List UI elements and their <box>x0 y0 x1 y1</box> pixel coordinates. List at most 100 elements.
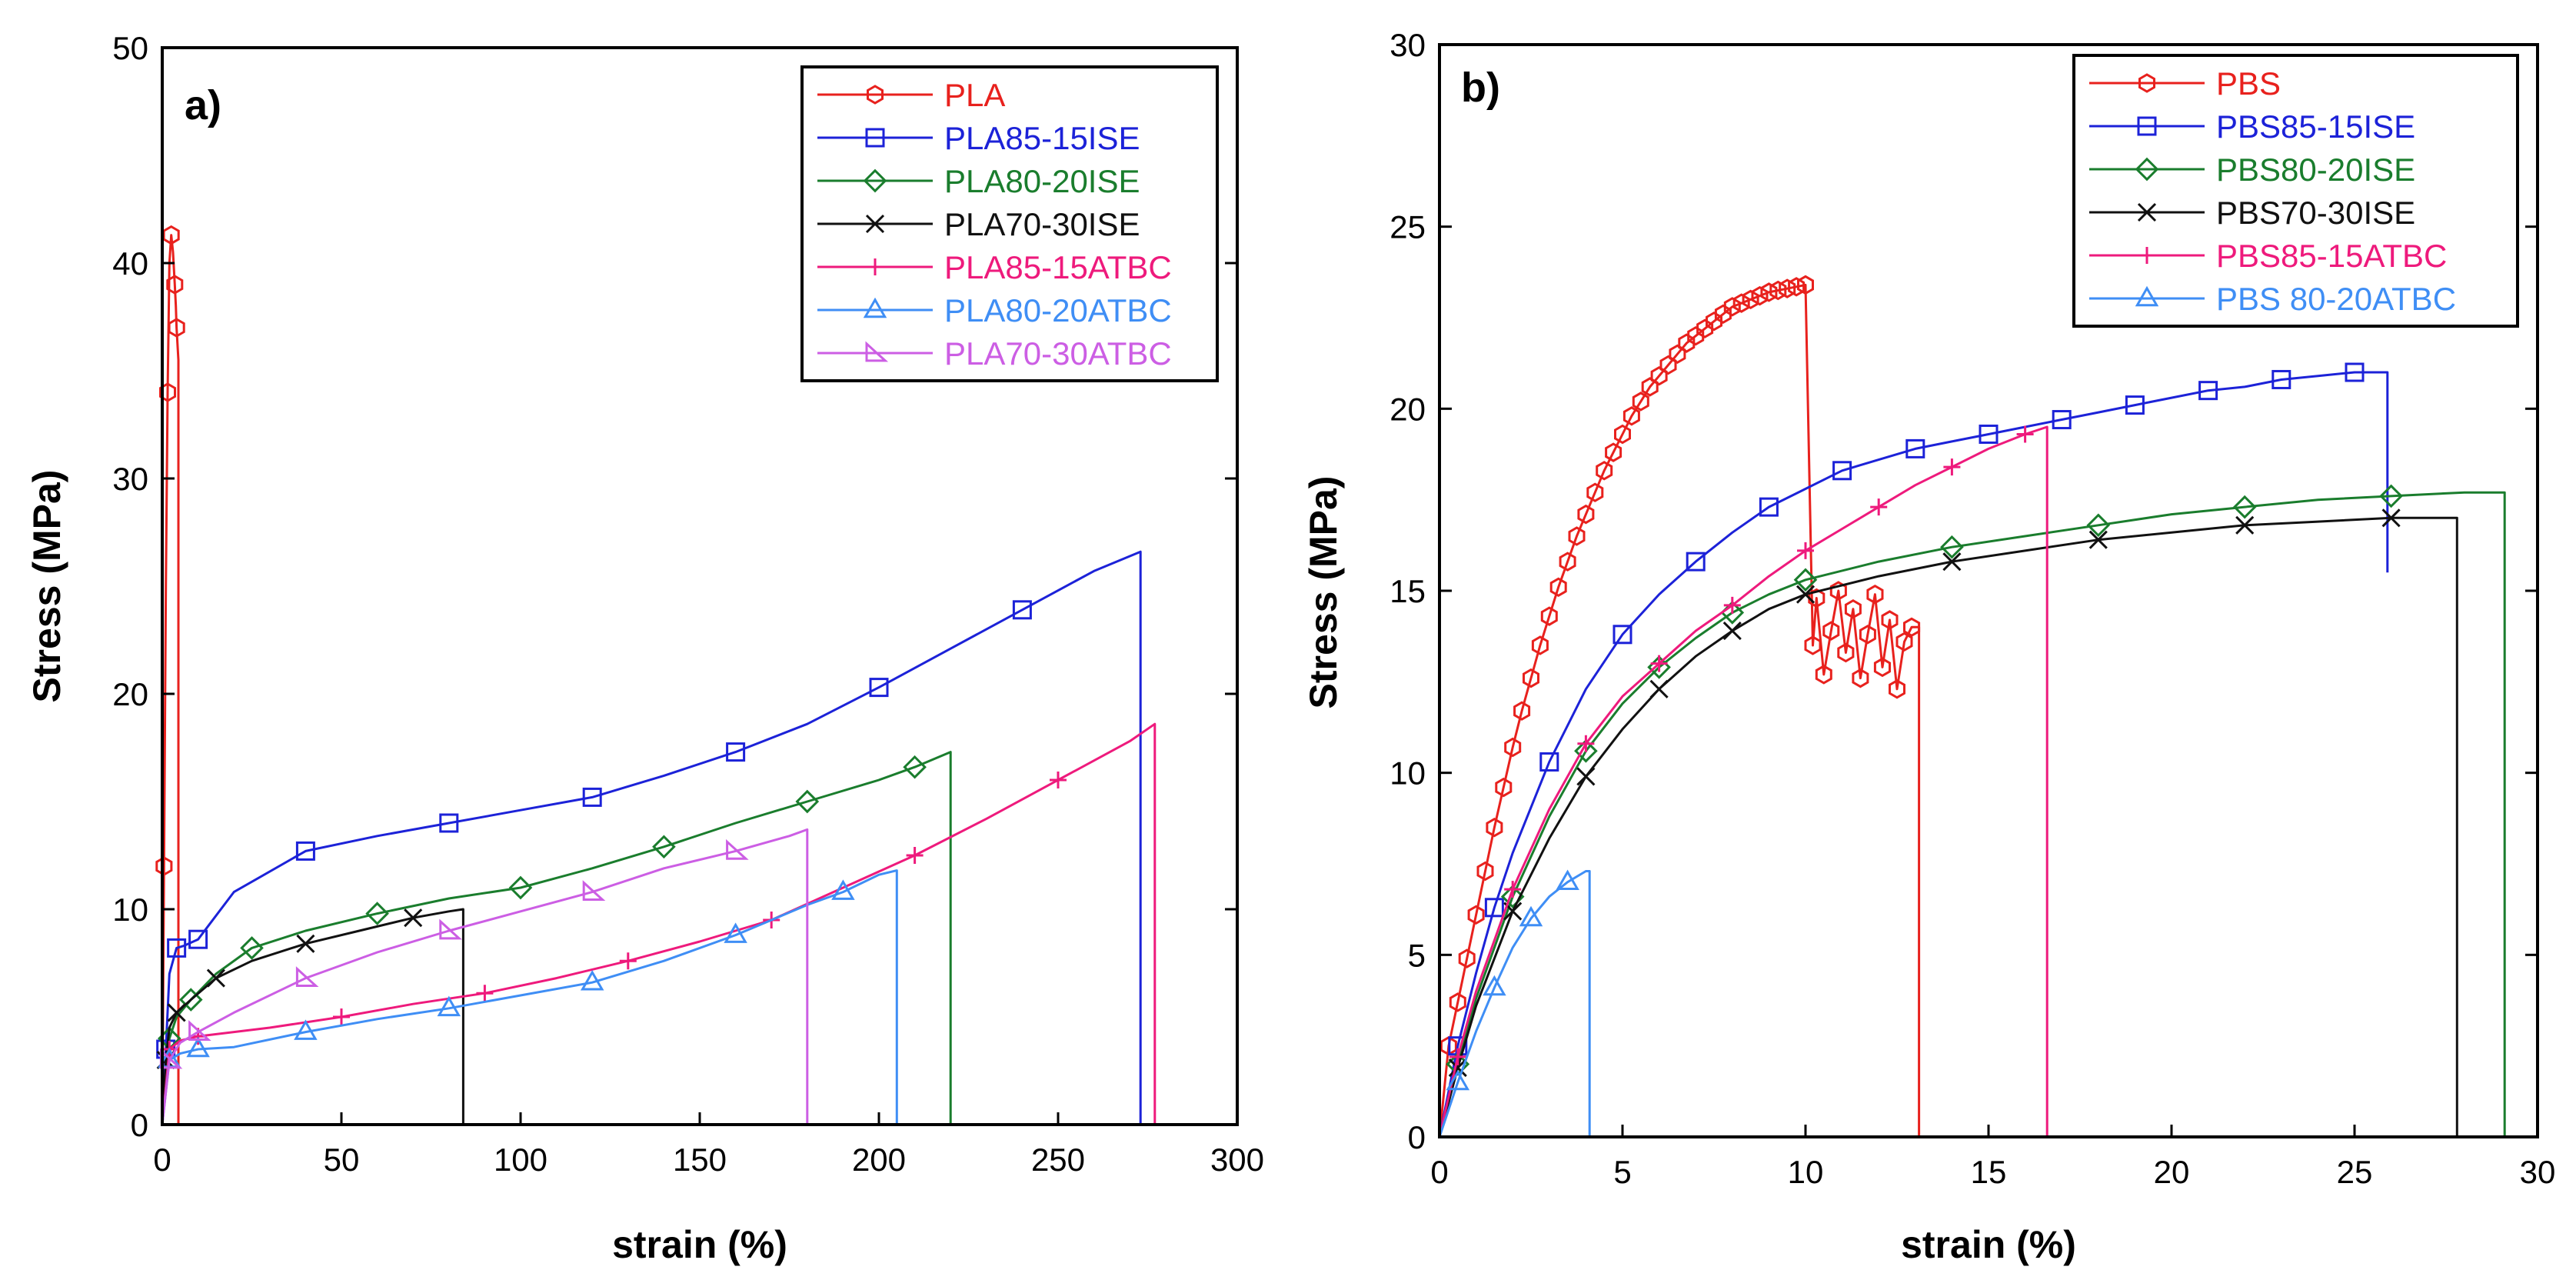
chart-b-series-5-point <box>1519 905 1543 927</box>
chart-a-series-2-point <box>508 875 533 900</box>
chart-a-y-tick-label: 50 <box>112 30 148 66</box>
chart-b-series-2-point <box>1793 568 1818 592</box>
chart-b-series-3 <box>1438 508 2458 1138</box>
chart-a-x-axis-label: strain (%) <box>612 1223 787 1266</box>
chart-a-legend-swatch-marker <box>863 297 887 318</box>
chart-b-y-tick-label: 10 <box>1390 755 1426 792</box>
chart-b-series-0-point <box>1903 617 1921 638</box>
chart-a-series-2-point <box>652 835 676 859</box>
chart-b-x-axis-label: strain (%) <box>1901 1223 2076 1266</box>
chart-b-series-3-point <box>2088 530 2108 549</box>
chart-b-series-0-point <box>1844 598 1862 619</box>
chart-a-series-6-point <box>582 880 606 901</box>
chart-b-legend-swatch-marker <box>2138 73 2155 93</box>
chart-a-series-2-point <box>178 988 203 1012</box>
chart-b-series-0-point <box>1476 861 1494 882</box>
chart-a-series-2-point <box>240 936 264 960</box>
chart-b-series-2-point <box>2232 495 2257 519</box>
chart-a-series-4-point <box>906 847 924 864</box>
chart-b-series-0-point <box>1540 606 1558 626</box>
chart-a-x-tick-label: 50 <box>324 1142 360 1178</box>
chart-b-legend-item: PBS 80-20ATBC <box>2089 281 2456 317</box>
chart-b-series-0-point <box>1829 581 1847 601</box>
chart-a-legend-label: PLA <box>944 77 1005 113</box>
chart-a-legend-item: PLA80-20ATBC <box>817 292 1172 328</box>
chart-b-series-0-point <box>1449 992 1466 1012</box>
chart-b-series-2-line <box>1438 491 2506 1138</box>
chart-b-series-2-point <box>2086 513 2111 538</box>
chart-b-series-2-point <box>1574 738 1598 763</box>
chart-b-series-4-point <box>1943 458 1961 476</box>
chart-a-series-5-point <box>831 879 855 900</box>
chart-a: 0 50 100 150 200 250 300 0 10 20 30 40 50 a) strain… <box>25 30 1264 1266</box>
chart-b-legend-swatch-marker <box>2138 247 2155 264</box>
chart-a-legend-item: PLA85-15ISE <box>817 120 1140 156</box>
chart-a-series-3 <box>156 908 464 1125</box>
chart-b-y-tick-label: 15 <box>1390 573 1426 609</box>
chart-a-x-tick-label: 100 <box>494 1142 547 1178</box>
chart-b-series-0-point <box>1486 817 1503 838</box>
chart-b-series-1-point <box>1484 898 1504 918</box>
chart-b-series-4-point <box>2016 425 2034 443</box>
chart-a-series-0-point <box>168 318 185 338</box>
chart-b-series-4-point <box>1723 596 1741 614</box>
chart-b-series-4-point <box>1870 498 1888 516</box>
chart-a-legend-label: PLA70-30ATBC <box>944 335 1172 372</box>
chart-a-legend-label: PLA85-15ISE <box>944 120 1140 156</box>
chart-b-legend-label: PBS85-15ATBC <box>2216 238 2447 274</box>
chart-b-series-0-point <box>1859 625 1876 645</box>
chart-a-y-ticks: 0 10 20 30 40 50 <box>112 30 1237 1143</box>
chart-a-series-4-point <box>333 1008 350 1025</box>
chart-a-legend-item: PLA85-15ATBC <box>817 249 1172 285</box>
chart-a-panel-label: a) <box>185 82 221 128</box>
chart-b-series-0-point <box>1873 657 1891 678</box>
chart-b-x-ticks: 0 5 10 15 20 25 30 <box>1430 1125 2555 1190</box>
chart-b-series-1-line <box>1438 371 2389 1138</box>
chart-b-series-0-point <box>1586 482 1604 502</box>
chart-a-legend-label: PLA80-20ISE <box>944 163 1140 199</box>
chart-b-y-ticks: 0 5 10 15 20 25 30 <box>1390 27 2538 1155</box>
chart-b-legend-swatch-marker <box>2137 116 2157 136</box>
chart-b-series-5-point <box>1483 975 1506 996</box>
chart-b-series-0-point <box>1678 333 1696 353</box>
chart-a-series-5-point <box>724 922 747 943</box>
chart-b-series-4 <box>1438 425 2048 1138</box>
chart-b-series-0-point <box>1559 552 1576 572</box>
chart-b-series-0-point <box>1852 668 1869 688</box>
chart-b-legend-item: PBS80-20ISE <box>2089 152 2415 188</box>
chart-b-y-axis-label: Stress (MPa) <box>1302 476 1345 709</box>
chart-b-series-0-point <box>1467 905 1485 925</box>
chart-b-series-1 <box>1438 362 2389 1138</box>
chart-a-legend-swatch-marker <box>867 85 884 105</box>
chart-a-series-2-point <box>365 902 389 925</box>
chart-a-series-1-point <box>1012 600 1032 620</box>
chart-a-series-6-point <box>439 918 462 940</box>
chart-b-x-tick-label: 25 <box>2337 1154 2373 1190</box>
chart-b-series-0-point <box>1769 280 1787 301</box>
chart-b-x-tick-label: 20 <box>2154 1154 2190 1190</box>
chart-a-x-ticks: 0 50 100 150 200 250 300 <box>153 1112 1264 1178</box>
chart-a-legend-item: PLA70-30ISE <box>817 206 1140 242</box>
chart-b-series-0-point <box>1895 632 1913 652</box>
chart-b-series-1-point <box>2271 369 2291 389</box>
chart-b-x-tick-label: 0 <box>1430 1154 1448 1190</box>
chart-b-series-4-point <box>1504 881 1522 898</box>
chart-b-legend-box <box>2072 54 2519 328</box>
chart-a-legend-swatch-marker <box>863 168 887 193</box>
chart-b-legend-swatch-marker <box>2135 285 2159 307</box>
chart-a-series-3-point <box>296 934 315 953</box>
chart-a-x-tick-label: 150 <box>673 1142 727 1178</box>
chart-a-x-tick-label: 300 <box>1210 1142 1264 1178</box>
chart-b-legend-label: PBS <box>2216 65 2281 102</box>
chart-a-series-5-point <box>437 995 461 1017</box>
chart-b-series-5 <box>1438 869 1591 1138</box>
chart-b-y-tick-label: 20 <box>1390 391 1426 427</box>
chart-a-series-5 <box>158 869 898 1125</box>
chart-a-series-0-point <box>159 382 176 402</box>
chart-b-series-0-point <box>1837 642 1855 663</box>
chart-a-x-tick-label: 200 <box>852 1142 906 1178</box>
chart-b-series-2 <box>1438 484 2506 1138</box>
chart-a-series-5-point <box>294 1019 318 1040</box>
chart-b-series-1-point <box>1905 438 1925 458</box>
